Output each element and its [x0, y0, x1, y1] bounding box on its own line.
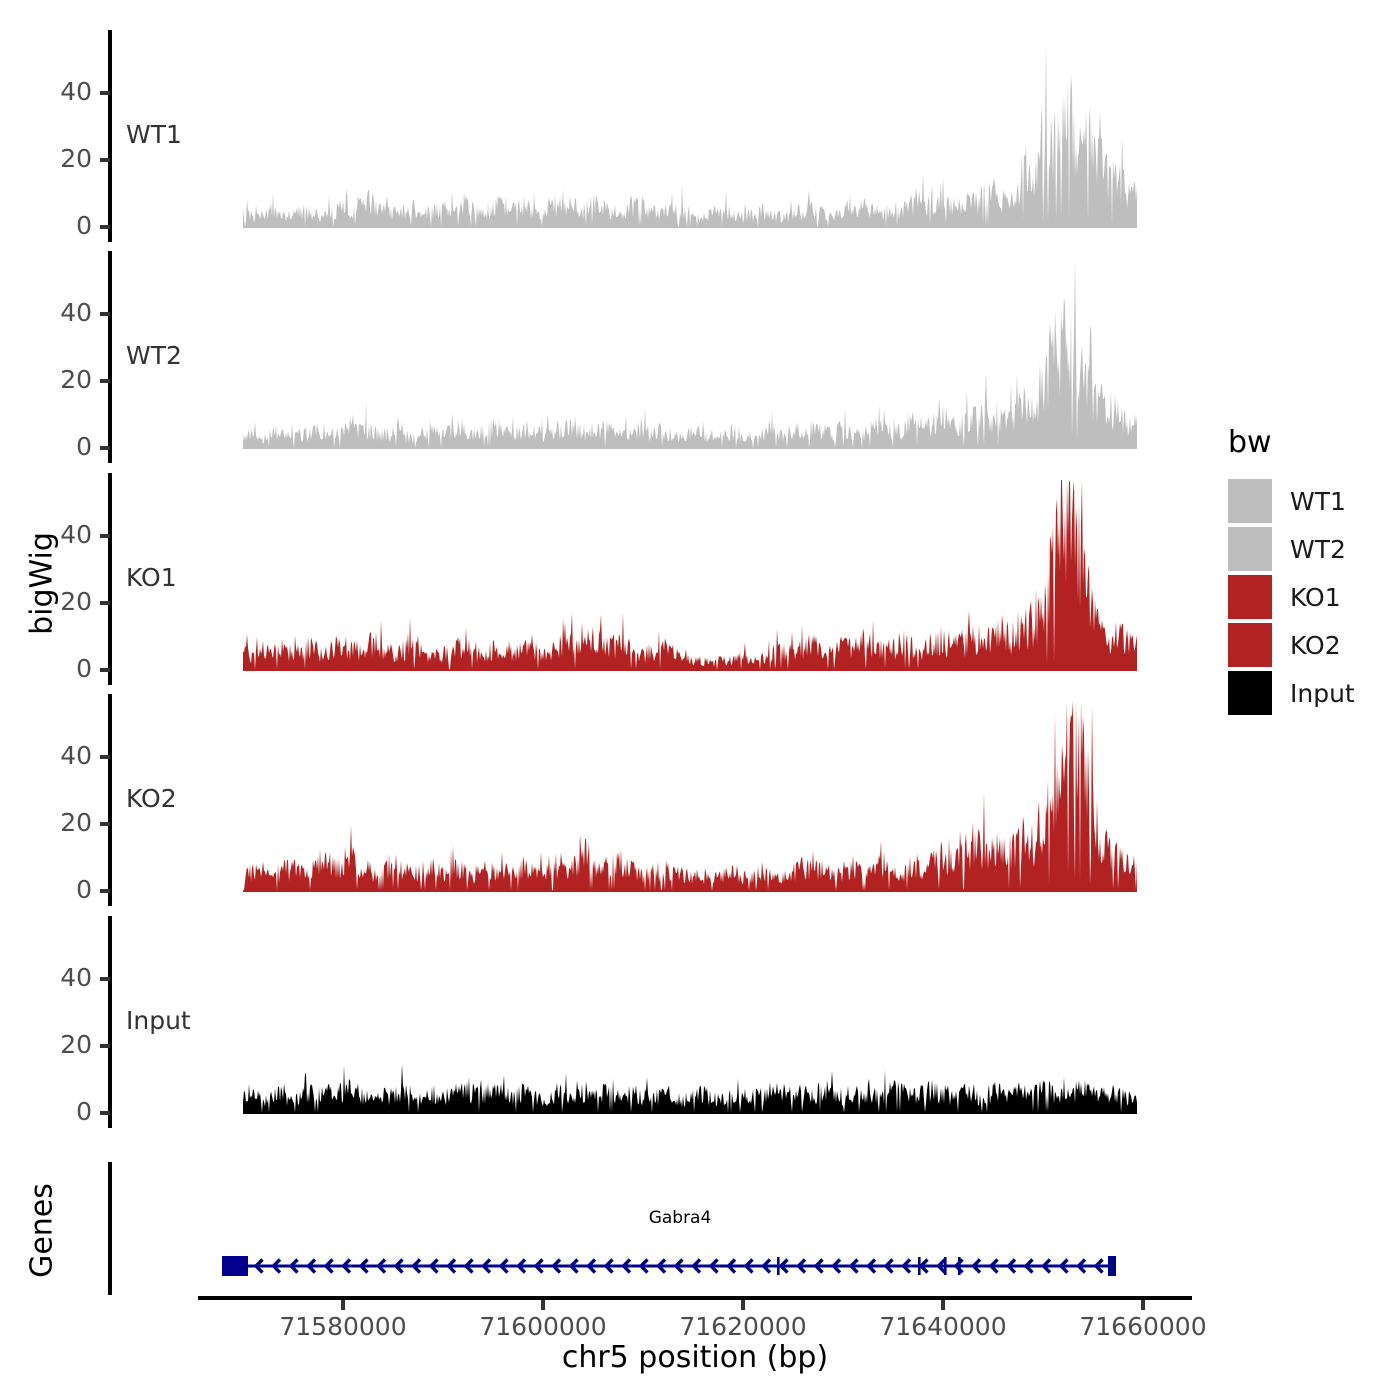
legend-swatch-wt1 — [1228, 479, 1272, 523]
tick-label: 0 — [76, 432, 92, 461]
tick-mark — [100, 822, 110, 826]
tick-mark — [100, 977, 110, 981]
input-y-axis-line — [108, 916, 112, 1128]
track-panel-input: 40 20 0 Input — [0, 916, 1400, 1129]
tick-label: 0 — [76, 875, 92, 904]
tick-label: 40 — [60, 963, 92, 992]
track-panel-ko2: 40 20 0 KO2 — [0, 694, 1400, 907]
gene-name-label: Gabra4 — [648, 1208, 712, 1228]
track-panel-ko1: 40 20 0 KO1 — [0, 473, 1400, 686]
tick-mark — [100, 601, 110, 605]
track-label-input: Input — [126, 1006, 191, 1035]
genes-panel: Gabra4 — [0, 1162, 1400, 1302]
track-label-wt2: WT2 — [126, 341, 182, 370]
legend-item-ko2: KO2 — [1228, 623, 1400, 667]
tick-label: 40 — [60, 298, 92, 327]
tick-label: 20 — [60, 1030, 92, 1059]
input-coverage-area — [243, 1063, 1137, 1114]
tick-mark — [100, 668, 110, 672]
ko1-coverage-area — [243, 480, 1137, 671]
tick-label: 71600000 — [479, 1312, 607, 1341]
wt2-coverage-area — [243, 258, 1137, 449]
tick-label: 40 — [60, 520, 92, 549]
tick-label: 71640000 — [879, 1312, 1007, 1341]
tick-label: 0 — [76, 211, 92, 240]
tick-mark — [100, 91, 110, 95]
legend-swatch-ko2 — [1228, 623, 1272, 667]
legend-label: KO2 — [1290, 631, 1341, 660]
legend-swatch-wt2 — [1228, 527, 1272, 571]
legend-swatch-ko1 — [1228, 575, 1272, 619]
tick-label: 71620000 — [679, 1312, 807, 1341]
tick-label: 71660000 — [1079, 1312, 1207, 1341]
tick-label: 40 — [60, 77, 92, 106]
wt1-y-axis-line — [108, 30, 112, 242]
tick-mark — [741, 1300, 745, 1310]
tick-label: 20 — [60, 144, 92, 173]
track-label-ko2: KO2 — [126, 784, 177, 813]
tick-mark — [941, 1300, 945, 1310]
wt1-coverage-area — [243, 42, 1137, 228]
tick-label: 20 — [60, 365, 92, 394]
gene-model-svg — [222, 1256, 1116, 1276]
tick-mark — [100, 379, 110, 383]
legend-label: Input — [1290, 679, 1355, 708]
tick-label: 0 — [76, 654, 92, 683]
tick-mark — [1141, 1300, 1145, 1310]
tick-label: 20 — [60, 808, 92, 837]
ko2-coverage-area — [243, 701, 1137, 892]
track-panel-wt2: 40 20 0 WT2 — [0, 251, 1400, 464]
tick-mark — [341, 1300, 345, 1310]
legend-label: WT1 — [1290, 487, 1346, 516]
tick-label: 0 — [76, 1097, 92, 1126]
tick-label: 20 — [60, 587, 92, 616]
tick-mark — [100, 1111, 110, 1115]
legend-item-wt1: WT1 — [1228, 479, 1400, 523]
legend-label: KO1 — [1290, 583, 1341, 612]
legend-item-wt2: WT2 — [1228, 527, 1400, 571]
tick-mark — [100, 446, 110, 450]
track-panel-wt1: 40 20 0 WT1 — [0, 30, 1400, 243]
legend-title: bw — [1228, 425, 1272, 460]
tick-mark — [100, 889, 110, 893]
track-label-wt1: WT1 — [126, 120, 182, 149]
tick-mark — [541, 1300, 545, 1310]
genes-y-axis-line — [108, 1162, 112, 1295]
ko2-y-axis-line — [108, 694, 112, 906]
track-label-ko1: KO1 — [126, 563, 177, 592]
x-axis-title: chr5 position (bp) — [561, 1340, 829, 1375]
x-axis-line — [198, 1296, 1192, 1300]
tick-mark — [100, 755, 110, 759]
tick-mark — [100, 225, 110, 229]
wt2-y-axis-line — [108, 251, 112, 463]
legend-item-input: Input — [1228, 671, 1400, 715]
tick-label: 71580000 — [279, 1312, 407, 1341]
legend-item-ko1: KO1 — [1228, 575, 1400, 619]
tick-mark — [100, 312, 110, 316]
tick-mark — [100, 158, 110, 162]
legend-swatch-input — [1228, 671, 1272, 715]
tick-mark — [100, 1044, 110, 1048]
tick-mark — [100, 534, 110, 538]
ko1-y-axis-line — [108, 473, 112, 685]
tick-label: 40 — [60, 741, 92, 770]
legend-label: WT2 — [1290, 535, 1346, 564]
